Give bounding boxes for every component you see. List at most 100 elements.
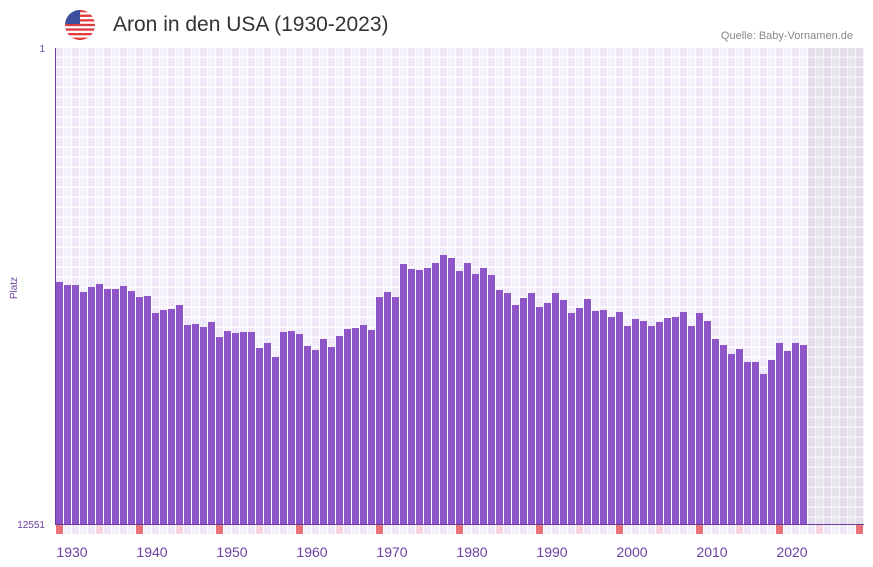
year-marker-1982 — [472, 525, 479, 534]
year-marker-1964 — [328, 525, 335, 534]
bar-2010 — [696, 313, 703, 524]
bar-2013 — [720, 345, 727, 524]
year-marker-1980 — [456, 525, 463, 534]
year-marker-1999 — [608, 525, 615, 534]
year-marker-1951 — [224, 525, 231, 534]
bar-1991 — [544, 302, 551, 524]
year-marker-1959 — [288, 525, 295, 534]
bar-2022 — [792, 343, 799, 524]
x-tick-2020: 2020 — [776, 544, 807, 560]
year-marker-1986 — [504, 525, 511, 534]
x-tick-1940: 1940 — [136, 544, 167, 560]
year-marker-2006 — [664, 525, 671, 534]
bar-1953 — [240, 332, 247, 524]
year-marker-1956 — [264, 525, 271, 534]
year-marker-2014 — [728, 525, 735, 534]
bar-2011 — [704, 321, 711, 524]
bar-2017 — [752, 362, 759, 524]
year-marker-1961 — [304, 525, 311, 534]
x-tick-1960: 1960 — [296, 544, 327, 560]
year-marker-1987 — [512, 525, 519, 534]
year-marker-1938 — [120, 525, 127, 534]
year-marker-1995 — [576, 525, 583, 534]
year-marker-1971 — [384, 525, 391, 534]
year-marker-1997 — [592, 525, 599, 534]
bar-2016 — [744, 362, 751, 524]
year-marker-1984 — [488, 525, 495, 534]
bar-1962 — [312, 350, 319, 524]
year-marker-1934 — [88, 525, 95, 534]
year-marker-1977 — [432, 525, 439, 534]
year-marker-1981 — [464, 525, 471, 534]
year-marker-1960 — [296, 525, 303, 534]
bar-1959 — [288, 331, 295, 524]
bar-1994 — [568, 313, 575, 524]
bar-2018 — [760, 373, 767, 524]
bar-1963 — [320, 339, 327, 524]
year-marker-1942 — [152, 525, 159, 534]
year-marker-2025 — [816, 525, 823, 534]
bar-1955 — [256, 348, 263, 524]
bar-1976 — [424, 267, 431, 524]
chart-title: Aron in den USA (1930-2023) — [113, 13, 389, 36]
year-marker-2019 — [768, 525, 775, 534]
year-marker-1950 — [216, 525, 223, 534]
year-marker-1996 — [584, 525, 591, 534]
year-marker-2017 — [752, 525, 759, 534]
bar-1958 — [280, 332, 287, 524]
year-marker-1983 — [480, 525, 487, 534]
year-marker-1974 — [408, 525, 415, 534]
x-tick-2010: 2010 — [696, 544, 727, 560]
bar-1977 — [432, 263, 439, 524]
bar-1942 — [152, 313, 159, 524]
year-marker-1988 — [520, 525, 527, 534]
bar-2004 — [648, 326, 655, 524]
year-marker-2002 — [632, 525, 639, 534]
bar-1996 — [584, 299, 591, 524]
bar-1967 — [352, 328, 359, 524]
year-marker-2008 — [680, 525, 687, 534]
bar-1966 — [344, 329, 351, 524]
bar-1941 — [144, 296, 151, 524]
bar-2005 — [656, 321, 663, 524]
year-marker-1958 — [280, 525, 287, 534]
year-marker-1998 — [600, 525, 607, 534]
bar-1971 — [384, 291, 391, 524]
bar-1944 — [168, 309, 175, 524]
year-marker-1932 — [72, 525, 79, 534]
year-marker-1936 — [104, 525, 111, 534]
bar-2008 — [680, 312, 687, 524]
bar-2009 — [688, 326, 695, 524]
bar-1934 — [88, 286, 95, 524]
bar-1979 — [448, 258, 455, 524]
bar-1939 — [128, 291, 135, 524]
bar-2019 — [768, 359, 775, 524]
year-marker-1952 — [232, 525, 239, 534]
bar-1988 — [520, 298, 527, 524]
year-marker-1947 — [192, 525, 199, 534]
bar-1986 — [504, 293, 511, 524]
bar-1952 — [232, 332, 239, 524]
year-marker-1944 — [168, 525, 175, 534]
y-tick-bottom: 12551 — [17, 520, 45, 531]
year-marker-2013 — [720, 525, 727, 534]
bar-1933 — [80, 291, 87, 524]
year-marker-2015 — [736, 525, 743, 534]
year-marker-1968 — [360, 525, 367, 534]
year-marker-1963 — [320, 525, 327, 534]
future-region — [808, 48, 864, 524]
bar-1937 — [112, 288, 119, 524]
source-credit: Quelle: Baby-Vornamen.de — [720, 30, 853, 42]
bar-2006 — [664, 318, 671, 524]
year-marker-1945 — [176, 525, 183, 534]
x-tick-2000: 2000 — [616, 544, 647, 560]
bar-1973 — [400, 264, 407, 524]
bar-1978 — [440, 255, 447, 525]
x-tick-1980: 1980 — [456, 544, 487, 560]
bar-2000 — [616, 312, 623, 524]
year-marker-1979 — [448, 525, 455, 534]
year-marker-1939 — [128, 525, 135, 534]
bar-1954 — [248, 332, 255, 524]
year-marker-1985 — [496, 525, 503, 534]
